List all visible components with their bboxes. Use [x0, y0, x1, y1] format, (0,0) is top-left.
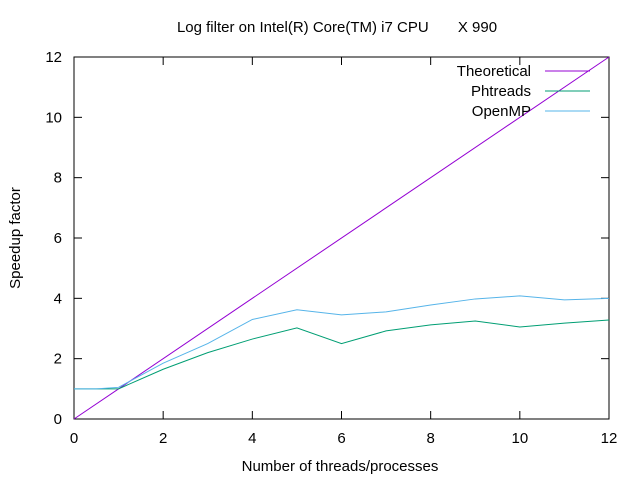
- series-line-phtreads: [74, 319, 610, 390]
- y-axis-ticks: 0 2 4 6 8 10 12: [45, 49, 609, 428]
- x-tick-label: 0: [70, 430, 78, 447]
- y-tick-label: 12: [45, 49, 62, 66]
- y-tick-label: 6: [54, 230, 62, 247]
- x-tick-label: 6: [337, 430, 345, 447]
- x-axis-label: Number of threads/processes: [242, 458, 439, 475]
- x-tick-label: 10: [511, 430, 528, 447]
- series-layer: [73, 56, 610, 420]
- x-tick-label: 2: [159, 430, 167, 447]
- y-tick-label: 4: [54, 290, 62, 307]
- y-tick-label: 8: [54, 170, 62, 187]
- legend-label-phtreads: Phtreads: [471, 83, 531, 100]
- y-tick-label: 10: [45, 109, 62, 126]
- x-tick-label: 4: [248, 430, 256, 447]
- series-line-theoretical: [73, 56, 610, 420]
- legend: Theoretical Phtreads OpenMP: [457, 63, 590, 120]
- y-axis-label: Speedup factor: [7, 187, 24, 289]
- legend-label-theoretical: Theoretical: [457, 63, 531, 80]
- x-tick-label: 12: [601, 430, 618, 447]
- x-axis-ticks: 0 2 4 6 8 10 12: [70, 57, 618, 447]
- chart-title: Log filter on Intel(R) Core(TM) i7 CPU X…: [177, 19, 497, 36]
- y-tick-label: 0: [54, 411, 62, 428]
- x-tick-label: 8: [426, 430, 434, 447]
- series-line-openmp: [74, 295, 610, 390]
- legend-label-openmp: OpenMP: [472, 103, 531, 120]
- y-tick-label: 2: [54, 351, 62, 368]
